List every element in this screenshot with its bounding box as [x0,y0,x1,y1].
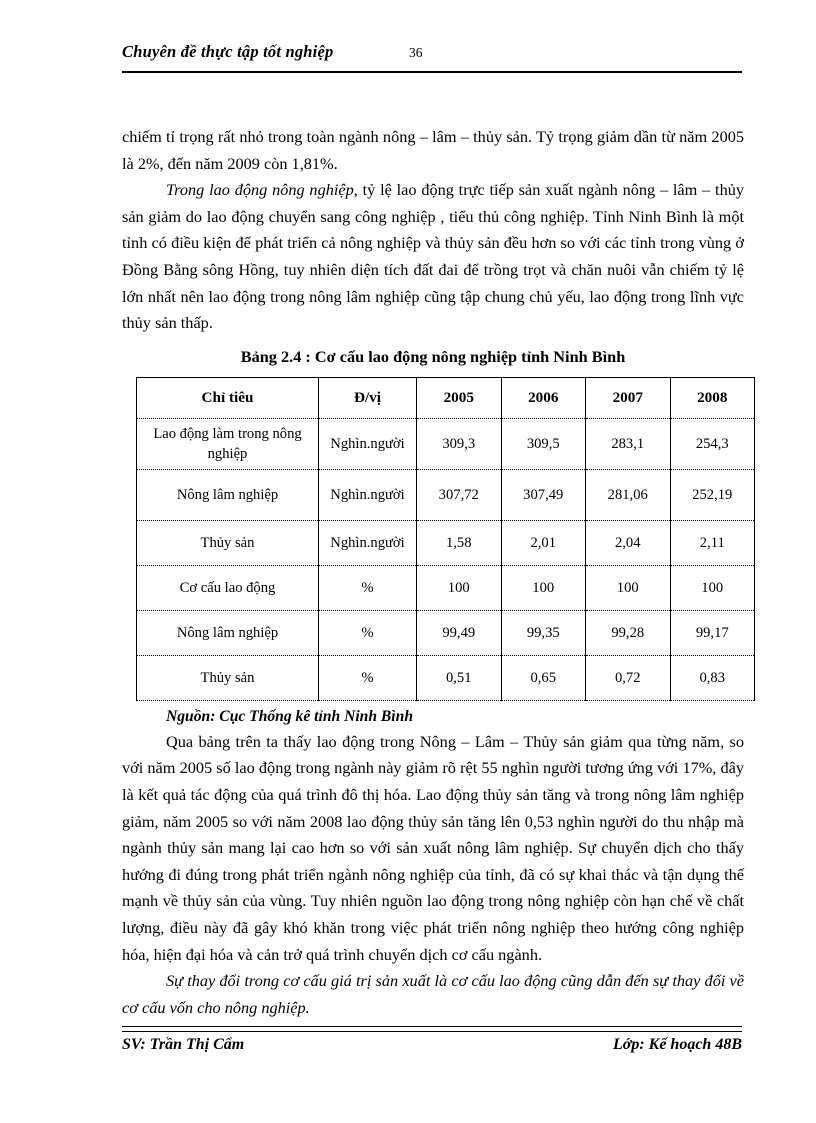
header-title: Chuyên đề thực tập tốt nghiệp [122,42,334,61]
column-header-unit: Đ/vị [318,376,417,419]
row-unit: % [318,564,417,611]
paragraph-lead-rest: , tỷ lệ lao động trực tiếp sản xuất ngàn… [122,180,744,333]
header-divider [122,71,742,73]
cell-2007: 100 [585,564,671,611]
page-number: 36 [409,45,423,60]
cell-2005: 100 [416,564,502,611]
row-unit: Nghìn.người [318,468,417,521]
page-footer: SV: Trần Thị Cẩm Lớp: Kế hoạch 48B [122,1036,742,1054]
paragraph-closing: Sự thay đổi trong cơ cấu giá trị sản xuấ… [122,971,744,1017]
cell-2008: 0,83 [669,654,755,701]
paragraph-lead-emphasis: Trong lao động nông nghiệp [166,180,354,200]
cell-2006: 0,65 [500,654,586,701]
cell-2005: 309,3 [416,417,502,470]
column-header-2008: 2008 [669,376,755,419]
paragraph-labor-structure: Trong lao động nông nghiệp, tỷ lệ lao độ… [122,177,744,337]
cell-2007: 283,1 [585,417,671,470]
cell-2006: 2,01 [500,519,586,566]
cell-2007: 2,04 [585,519,671,566]
cell-2005: 1,58 [416,519,502,566]
row-unit: % [318,654,417,701]
page-header: Chuyên đề thực tập tốt nghiệp 36 [122,42,742,70]
cell-2007: 99,28 [585,609,671,656]
row-label: Cơ cấu lao động [136,564,319,611]
row-label: Nông lâm nghiệp [136,609,319,656]
table-row: Lao động làm trong nông nghiệp Nghìn.ngư… [136,417,755,470]
table-source-note: Nguồn: Cục Thống kê tỉnh Ninh Bình [166,707,413,725]
cell-2008: 2,11 [669,519,755,566]
footer-class-name: Lớp: Kế hoạch 48B [612,1036,742,1053]
document-body: chiếm tỉ trọng rất nhỏ trong toàn ngành … [122,124,755,1021]
cell-2008: 100 [669,564,755,611]
cell-2008: 252,19 [669,468,755,521]
cell-2008: 99,17 [669,609,755,656]
row-unit: Nghìn.người [318,519,417,566]
paragraph-analysis: Qua bảng trên ta thấy lao động trong Nôn… [122,731,744,964]
row-unit: % [318,609,417,656]
column-header-2006: 2006 [500,376,586,419]
table-row: Nông lâm nghiệp % 99,49 99,35 99,28 99,1… [136,609,755,656]
table-row: Cơ cấu lao động % 100 100 100 100 [136,564,755,611]
table-caption: Bảng 2.4 : Cơ cấu lao động nông nghiệp t… [240,346,626,366]
cell-2005: 307,72 [416,468,502,521]
row-label: Thủy sản [136,654,319,701]
column-header-2007: 2007 [585,376,671,419]
footer-divider [122,1026,742,1032]
cell-2007: 0,72 [585,654,671,701]
cell-2006: 309,5 [500,417,586,470]
cell-2006: 307,49 [500,468,586,521]
cell-2008: 254,3 [669,417,755,470]
column-header-indicator: Chỉ tiêu [136,376,319,419]
table-container: Chỉ tiêu Đ/vị 2005 2006 2007 2008 Lao độ… [136,376,755,701]
cell-2005: 0,51 [416,654,502,701]
paragraph-continuation: chiếm tỉ trọng rất nhỏ trong toàn ngành … [122,127,744,173]
row-label: Nông lâm nghiệp [136,468,319,521]
cell-2005: 99,49 [416,609,502,656]
row-label: Lao động làm trong nông nghiệp [136,417,319,470]
cell-2006: 99,35 [500,609,586,656]
labor-structure-table: Chỉ tiêu Đ/vị 2005 2006 2007 2008 Lao độ… [136,376,755,701]
cell-2007: 281,06 [585,468,671,521]
table-row: Nông lâm nghiệp Nghìn.người 307,72 307,4… [136,468,755,521]
table-row: Thủy sản % 0,51 0,65 0,72 0,83 [136,654,755,701]
cell-2006: 100 [500,564,586,611]
table-row: Thủy sản Nghìn.người 1,58 2,01 2,04 2,11 [136,519,755,566]
table-header-row: Chỉ tiêu Đ/vị 2005 2006 2007 2008 [136,376,755,419]
footer-student-name: SV: Trần Thị Cẩm [122,1036,245,1053]
row-unit: Nghìn.người [318,417,417,470]
row-label: Thủy sản [136,519,319,566]
column-header-2005: 2005 [416,376,502,419]
